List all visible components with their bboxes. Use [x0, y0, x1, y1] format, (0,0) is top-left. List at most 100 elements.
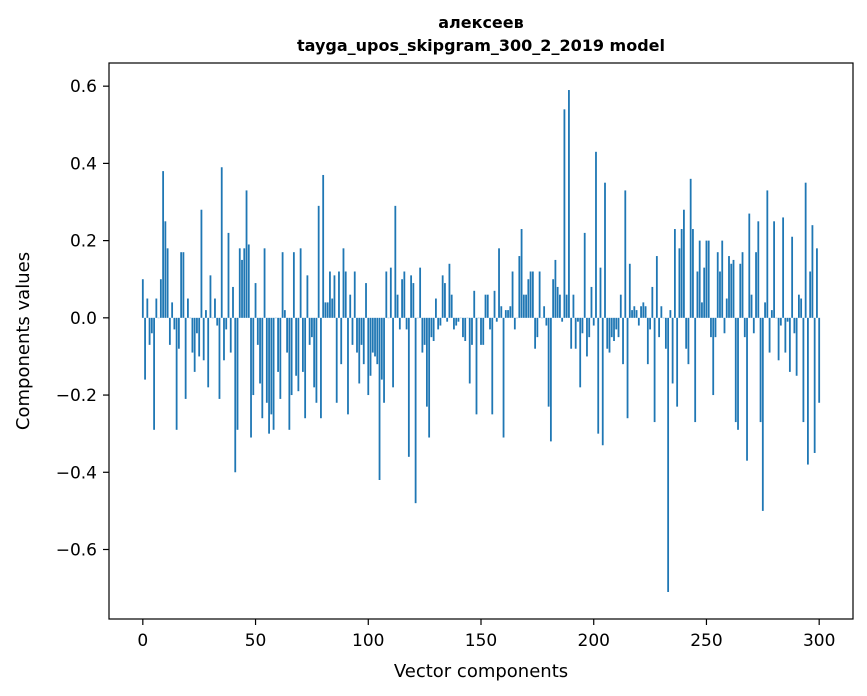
- bar-4: [150, 317, 153, 334]
- bar-55: [265, 317, 268, 403]
- bar-107: [383, 317, 385, 403]
- bar-157: [495, 317, 498, 322]
- bar-245: [694, 317, 697, 423]
- bar-242: [687, 317, 690, 365]
- bar-236: [673, 229, 676, 318]
- bar-14: [173, 317, 176, 330]
- bar-167: [518, 256, 521, 318]
- x-axis-label: Vector components: [394, 661, 568, 682]
- bar-88: [340, 317, 343, 365]
- bar-43: [238, 248, 241, 318]
- bar-176: [538, 271, 541, 318]
- bar-70: [299, 248, 302, 318]
- bar-0: [141, 279, 144, 318]
- bar-110: [389, 267, 392, 318]
- bar-66: [290, 317, 293, 396]
- bar-1: [144, 317, 146, 380]
- y-tick-label: 0.2: [70, 232, 97, 252]
- bar-112: [394, 205, 397, 318]
- bar-156: [493, 290, 496, 318]
- bar-266: [741, 252, 744, 318]
- bar-213: [622, 317, 624, 365]
- bar-27: [202, 317, 205, 361]
- bar-93: [351, 317, 354, 345]
- x-axis-ticks: 0 50 100 150 200 250 300: [137, 619, 835, 651]
- bar-11: [166, 248, 169, 318]
- bar-246: [696, 271, 699, 318]
- bar-194: [579, 317, 582, 388]
- bar-259: [725, 298, 728, 318]
- bar-3: [148, 317, 151, 345]
- bar-171: [527, 279, 530, 318]
- bar-67: [292, 252, 295, 318]
- bar-116: [403, 271, 406, 318]
- bar-90: [344, 271, 347, 318]
- bar-39: [229, 317, 232, 353]
- bar-268: [746, 317, 748, 461]
- bar-119: [410, 275, 413, 318]
- bar-224: [646, 317, 649, 365]
- bar-37: [225, 317, 228, 330]
- bar-203: [599, 267, 602, 318]
- bar-263: [734, 317, 737, 423]
- bar-137: [450, 294, 453, 318]
- bar-168: [520, 229, 523, 318]
- bar-150: [480, 317, 482, 345]
- bar-115: [401, 279, 403, 318]
- bar-190: [570, 317, 573, 349]
- bar-80: [322, 174, 325, 318]
- bar-9: [162, 171, 165, 318]
- bar-95: [356, 317, 358, 353]
- bar-183: [554, 259, 557, 318]
- bar-52: [259, 317, 261, 384]
- bar-41: [234, 317, 237, 473]
- y-axis-ticks: −0.6 −0.4 −0.2 0.0 0.2 0.4 0.6: [56, 77, 109, 561]
- bar-188: [565, 294, 568, 318]
- y-tick-label: −0.2: [56, 386, 97, 406]
- bar-34: [218, 317, 221, 399]
- plot-frame: [108, 62, 854, 620]
- bar-76: [313, 317, 316, 388]
- bar-45: [243, 248, 246, 318]
- bar-264: [737, 317, 739, 430]
- bar-130: [435, 298, 437, 318]
- bar-163: [509, 306, 512, 318]
- x-tick-label: 200: [578, 631, 610, 651]
- bar-56: [268, 317, 270, 434]
- bar-222: [642, 302, 645, 318]
- bar-104: [376, 317, 379, 365]
- bar-100: [367, 317, 370, 396]
- bar-172: [529, 271, 532, 318]
- bar-108: [385, 271, 388, 318]
- bar-267: [743, 317, 746, 338]
- bar-154: [489, 317, 491, 330]
- bar-32: [214, 298, 216, 318]
- bar-298: [813, 317, 816, 453]
- bar-198: [588, 317, 591, 338]
- bar-160: [502, 317, 505, 438]
- bar-85: [333, 275, 336, 318]
- bar-179: [545, 317, 548, 326]
- bar-199: [590, 286, 593, 318]
- bar-118: [407, 317, 410, 457]
- bar-94: [353, 271, 356, 318]
- bar-243: [689, 178, 692, 318]
- bar-123: [419, 267, 422, 318]
- bar-5: [153, 317, 155, 430]
- bar-196: [583, 232, 586, 318]
- bar-260: [728, 256, 730, 318]
- bar-208: [610, 317, 613, 338]
- x-tick-label: 100: [352, 631, 384, 651]
- bar-106: [380, 317, 383, 380]
- bar-127: [428, 317, 431, 438]
- bar-13: [171, 302, 174, 318]
- bar-105: [378, 317, 381, 480]
- bar-205: [604, 182, 606, 318]
- bar-195: [581, 317, 584, 334]
- bar-275: [761, 317, 764, 511]
- bar-270: [750, 294, 753, 318]
- bar-209: [613, 317, 615, 341]
- bar-139: [455, 317, 458, 326]
- bar-51: [256, 317, 259, 345]
- bar-186: [561, 317, 564, 322]
